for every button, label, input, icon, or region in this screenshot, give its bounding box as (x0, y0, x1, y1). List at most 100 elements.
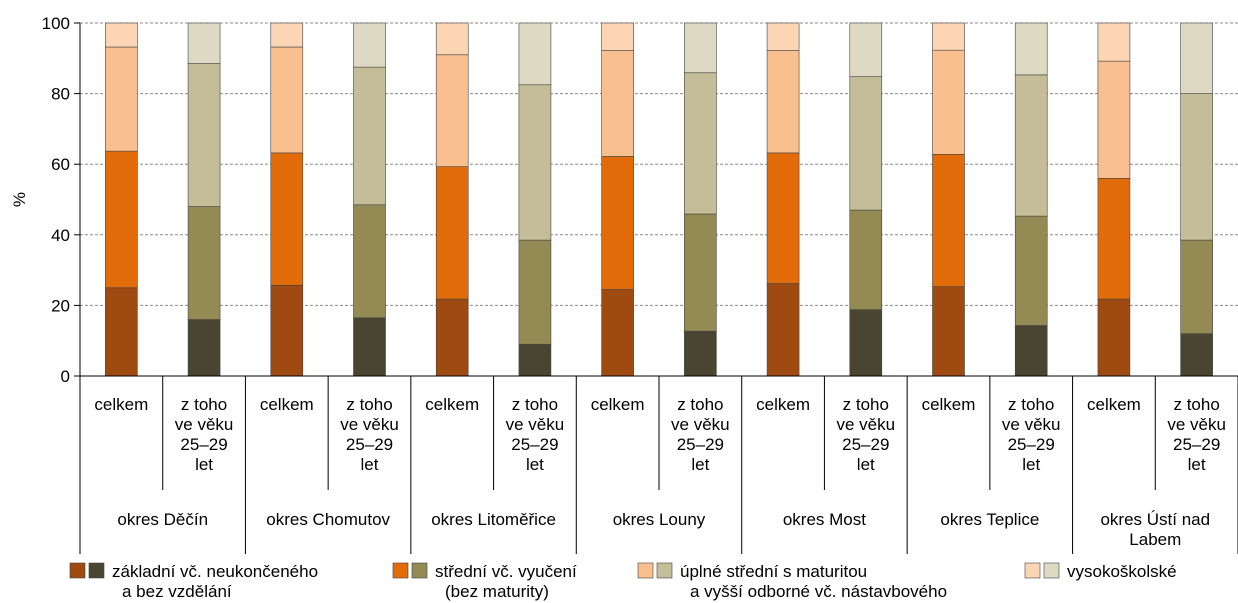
bar-segment (353, 66, 386, 206)
subcategory-label-line: z toho (346, 395, 392, 414)
bar-segment (270, 22, 304, 48)
subcategory-label: z toho ve věku 25–29 let (506, 395, 565, 474)
subcategory-label-line: ve věku (836, 415, 895, 434)
bar-segment (1097, 298, 1131, 377)
bar-segment (601, 22, 634, 51)
y-tick-label: 20 (51, 296, 70, 315)
subcategory-label: z toho ve věku 25–29 let (671, 395, 730, 474)
bar-segment (518, 84, 552, 241)
group-label-line: okres Teplice (940, 510, 1039, 529)
subcategory-label-line: z toho (1008, 395, 1054, 414)
bar-segment (684, 72, 717, 215)
group-label-line: okres Most (783, 510, 866, 529)
bar-segment (105, 287, 138, 377)
subcategory-label-line: ve věku (1167, 415, 1226, 434)
group-label: okres Louny (613, 510, 706, 529)
bar-segment (601, 50, 634, 157)
legend-swatch (1024, 562, 1041, 579)
legend-label-line: (bez maturity) (445, 582, 549, 601)
subcategory-label-line: celkem (425, 395, 479, 414)
bar-segment (1180, 239, 1213, 334)
bar-segment (435, 22, 469, 56)
subcategory-label-line: let (691, 455, 709, 474)
subcategory-label-line: 25–29 (1008, 435, 1055, 454)
bar-segment (1097, 60, 1131, 179)
group-label: okres Ústí nad Labem (1100, 510, 1210, 549)
bar-segment (518, 22, 552, 86)
bar-segment (1014, 22, 1048, 76)
subcategory-label: celkem (591, 395, 645, 414)
legend-label-line: úplné střední s maturitou (680, 562, 867, 581)
legend-label-line: střední vč. vyučení (435, 562, 577, 581)
legend-swatch (69, 562, 86, 579)
subcategory-label-line: 25–29 (511, 435, 558, 454)
subcategory-label-line: 25–29 (346, 435, 393, 454)
subcategory-label-line: celkem (1087, 395, 1141, 414)
subcategory-label: celkem (94, 395, 148, 414)
group-label-line: okres Litoměřice (431, 510, 556, 529)
subcategory-label-line: let (361, 455, 379, 474)
bar-segment (601, 289, 634, 377)
subcategory-label-line: ve věku (671, 415, 730, 434)
legend-swatch (1043, 562, 1060, 579)
bar-segment (105, 22, 138, 48)
bar-segment (932, 22, 965, 51)
y-tick-label: 40 (51, 226, 70, 245)
subcategory-label-line: let (1188, 455, 1206, 474)
bar-segment (187, 206, 221, 320)
group-label: okres Most (783, 510, 866, 529)
group-label: okres Litoměřice (431, 510, 556, 529)
subcategory-label: celkem (260, 395, 314, 414)
subcategory-label-line: celkem (922, 395, 976, 414)
bar-segment (1180, 93, 1213, 241)
group-label-line: okres Děčín (117, 510, 208, 529)
subcategory-label-line: 25–29 (180, 435, 227, 454)
bar-segment (932, 49, 965, 155)
subcategory-label-line: let (857, 455, 875, 474)
bar-segment (270, 46, 304, 154)
bar-segment (849, 22, 883, 77)
subcategory-label-line: celkem (260, 395, 314, 414)
bar-segment (932, 154, 965, 287)
bar-segment (435, 54, 469, 167)
bar-segment (684, 330, 717, 377)
legend-swatch (392, 562, 409, 579)
legend-label: úplné střední s maturitou a vyšší odborné… (680, 562, 947, 601)
subcategory-label: z toho ve věku 25–29 let (1002, 395, 1061, 474)
bar-segment (684, 22, 717, 74)
bar-segment (270, 152, 304, 286)
legend-label: střední vč. vyučení (bez maturity) (435, 562, 577, 601)
subcategory-label: z toho ve věku 25–29 let (175, 395, 234, 474)
subcategory-label-line: 25–29 (842, 435, 889, 454)
legend-label: vysokoškolské (1067, 562, 1177, 581)
bar-segment (187, 22, 221, 64)
subcategory-label: z toho ve věku 25–29 let (1167, 395, 1226, 474)
bar-segment (187, 319, 221, 377)
subcategory-label-line: z toho (1173, 395, 1219, 414)
subcategory-label-line: z toho (843, 395, 889, 414)
group-label-line: okres Chomutov (266, 510, 390, 529)
bar-segment (1097, 22, 1131, 62)
subcategory-label-line: z toho (677, 395, 723, 414)
subcategory-label-line: let (526, 455, 544, 474)
bar-segment (766, 22, 800, 51)
bar-segment (353, 22, 386, 68)
group-label-line: Labem (1129, 530, 1181, 549)
bar-segment (518, 343, 552, 377)
subcategory-label-line: z toho (512, 395, 558, 414)
subcategory-label-line: celkem (591, 395, 645, 414)
gridlines (80, 22, 1238, 306)
bar-segment (849, 209, 883, 310)
bar-segment (518, 239, 552, 345)
legend-label: základní vč. neukončeného a bez vzdělání (112, 562, 318, 601)
legend: základní vč. neukončeného a bez vzdělání s… (69, 562, 1177, 601)
subcategory-label-line: let (195, 455, 213, 474)
legend-label-line: základní vč. neukončeného (112, 562, 318, 581)
y-tick-label: 80 (51, 85, 70, 104)
subcategory-label: celkem (922, 395, 976, 414)
bar-segment (435, 166, 469, 300)
group-label: okres Děčín (117, 510, 208, 529)
bar-segment (766, 50, 800, 154)
bar-segment (932, 286, 965, 377)
